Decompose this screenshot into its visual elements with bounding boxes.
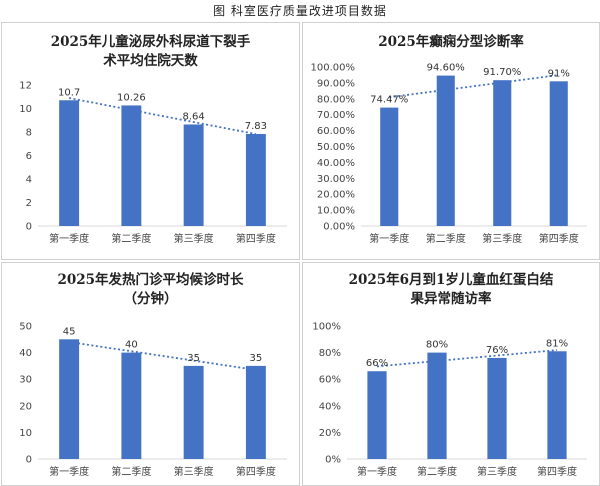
y-tick-label: 0	[26, 455, 32, 466]
bar	[183, 365, 204, 459]
x-tick-label: 第三季度	[174, 465, 214, 478]
y-tick-label: 0	[26, 222, 32, 233]
chart-plot: 0 10 20 30 40 50 第一季度 第二季度 第三季度 第四季度 45 40 35 35	[19, 322, 287, 478]
data-label: 76%	[486, 345, 508, 356]
bar	[487, 357, 507, 459]
bar	[59, 100, 80, 226]
data-label: 40	[125, 340, 138, 351]
x-tick-label: 第三季度	[174, 232, 214, 245]
data-label: 10.26	[117, 92, 146, 103]
y-tick-label: 30	[19, 375, 32, 386]
x-tick-label: 第一季度	[49, 465, 89, 478]
data-label: 91%	[548, 68, 570, 79]
x-tick-label: 第四季度	[539, 232, 579, 245]
y-tick-label: 100%	[312, 322, 341, 333]
chart-title: 2025年癫痫分型诊断率	[378, 34, 524, 50]
data-label: 7.83	[245, 121, 267, 132]
bar	[121, 105, 142, 226]
x-tick-label: 第二季度	[111, 232, 151, 245]
chart-plot: 0% 20% 40% 60% 80% 100% 第一季度 第二季度 第三季度 第四季度 66% 80%…	[312, 322, 587, 478]
bar	[367, 371, 387, 459]
x-tick-label: 第二季度	[417, 465, 457, 478]
bar	[436, 75, 455, 226]
x-tick-label: 第四季度	[537, 465, 577, 478]
data-label: 81%	[546, 338, 568, 349]
x-tick-label: 第四季度	[236, 232, 276, 245]
y-tick-label: 90.00%	[317, 78, 355, 89]
chart-panel-epilepsy-diagnosis: 2025年癫痫分型诊断率 0.00% 10.00% 20.00% 30.00% 40.0…	[302, 22, 600, 260]
y-tick-label: 4	[26, 175, 32, 186]
bar	[183, 124, 204, 226]
x-tick-label: 第三季度	[477, 465, 517, 478]
y-tick-label: 50.00%	[317, 142, 355, 153]
trendline	[389, 74, 559, 99]
x-tick-label: 第一季度	[49, 232, 89, 245]
data-label: 66%	[366, 358, 388, 369]
bar	[549, 81, 568, 226]
bar	[547, 351, 567, 459]
x-tick-label: 第二季度	[426, 232, 466, 245]
y-tick-label: 2	[26, 198, 32, 209]
page-title: 图 科室医疗质量改进项目数据	[213, 4, 387, 18]
y-tick-label: 100.00%	[311, 63, 356, 74]
y-tick-label: 6	[26, 151, 32, 162]
y-tick-label: 40.00%	[317, 158, 355, 169]
y-tick-label: 70.00%	[317, 110, 355, 121]
data-label: 80%	[426, 340, 448, 351]
y-tick-label: 8	[26, 128, 32, 139]
x-tick-label: 第一季度	[369, 232, 409, 245]
data-label: 94.60%	[427, 63, 465, 74]
bar	[245, 133, 266, 226]
bar	[380, 107, 399, 226]
data-label: 45	[63, 326, 76, 337]
data-label: 35	[250, 353, 263, 364]
chart-title: 2025年6月到1岁儿童血红蛋白结果异常随访率	[348, 272, 554, 307]
y-tick-label: 60%	[319, 375, 341, 386]
data-label: 8.64	[182, 111, 204, 122]
y-tick-label: 60.00%	[317, 126, 355, 137]
data-label: 10.7	[58, 87, 80, 98]
chart-panel-hospital-stay: 2025年儿童泌尿外科尿道下裂手术平均住院天数 0 2 4 6 8 10 12 第一季度 第二季…	[1, 22, 300, 260]
x-tick-label: 第四季度	[236, 465, 276, 478]
trendline	[68, 97, 257, 135]
y-tick-label: 0.00%	[323, 222, 355, 233]
y-tick-label: 20	[19, 401, 32, 412]
x-tick-label: 第一季度	[357, 465, 397, 478]
y-tick-label: 40%	[319, 401, 341, 412]
y-tick-label: 30.00%	[317, 174, 355, 185]
y-tick-label: 80.00%	[317, 94, 355, 105]
bar	[427, 352, 447, 459]
chart-panel-hemoglobin-followup: 2025年6月到1岁儿童血红蛋白结果异常随访率 0% 20% 40% 60% 80% 10…	[302, 262, 600, 486]
y-tick-label: 10	[19, 104, 32, 115]
chart-plot: 0.00% 10.00% 20.00% 30.00% 40.00% 50.00% 60.00…	[311, 63, 587, 245]
bar	[493, 80, 512, 227]
y-tick-label: 10.00%	[317, 206, 355, 217]
y-tick-label: 80%	[319, 348, 341, 359]
chart-plot: 0 2 4 6 8 10 12 第一季度 第二季度 第三季度 第四季度 10.7 10.26 8.64 7.…	[19, 81, 287, 245]
y-tick-label: 12	[19, 81, 32, 92]
data-label: 91.70%	[483, 67, 521, 78]
y-tick-label: 50	[19, 322, 32, 333]
x-tick-label: 第二季度	[111, 465, 151, 478]
trendline	[376, 349, 558, 368]
chart-title: 2025年发热门诊平均候诊时长（分钟）	[57, 272, 244, 307]
y-tick-label: 20.00%	[317, 190, 355, 201]
data-label: 74.47%	[370, 95, 408, 106]
y-tick-label: 20%	[319, 428, 341, 439]
x-tick-label: 第三季度	[482, 232, 522, 245]
trendline	[68, 341, 257, 371]
y-tick-label: 0%	[325, 455, 341, 466]
chart-title: 2025年儿童泌尿外科尿道下裂手术平均住院天数	[50, 34, 251, 69]
bar	[245, 365, 266, 459]
data-label: 35	[187, 353, 200, 364]
y-tick-label: 10	[19, 428, 32, 439]
y-tick-label: 40	[19, 348, 32, 359]
chart-panel-fever-wait-time: 2025年发热门诊平均候诊时长（分钟） 0 10 20 30 40 50 第一季度 第二季度 第…	[1, 262, 300, 486]
bar	[121, 352, 142, 459]
bar	[59, 339, 80, 459]
